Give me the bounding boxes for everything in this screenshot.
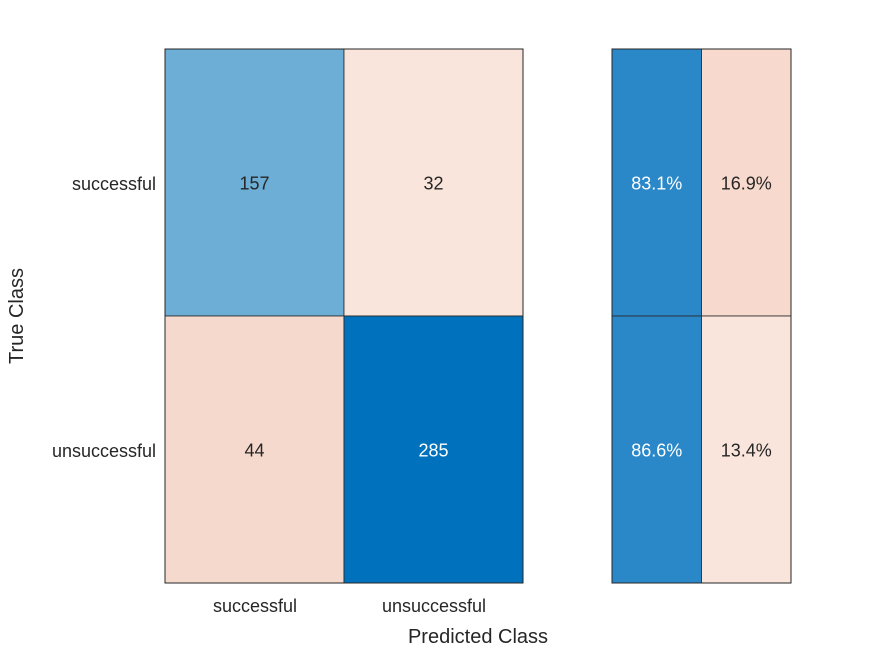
y-tick-label-successful: successful	[72, 174, 156, 194]
x-tick-label-unsuccessful: unsuccessful	[382, 596, 486, 616]
cell-successful-as-unsuccessful	[343, 48, 524, 317]
cell-successful-as-successful	[164, 48, 345, 317]
cell-value-successful-as-successful: 157	[239, 174, 269, 194]
cell-unsuccessful-as-unsuccessful	[343, 315, 524, 584]
row-summary-cells	[611, 48, 792, 584]
x-tick-label-successful: successful	[213, 596, 297, 616]
confusion-matrix-cells	[164, 48, 524, 584]
summary-cell-successful-correct	[611, 48, 702, 317]
y-tick-label-unsuccessful: unsuccessful	[52, 441, 156, 461]
row-summary-values: 83.1% 16.9% 86.6% 13.4%	[631, 174, 772, 461]
matrix-border	[164, 48, 524, 584]
cell-value-unsuccessful-as-unsuccessful: 285	[418, 441, 448, 461]
summary-border	[611, 48, 792, 584]
x-axis-label: Predicted Class	[408, 626, 548, 648]
summary-value-unsuccessful-incorrect: 13.4%	[721, 441, 772, 461]
cell-value-successful-as-unsuccessful: 32	[423, 174, 443, 194]
summary-cell-unsuccessful-correct	[611, 315, 702, 584]
summary-value-successful-correct: 83.1%	[631, 174, 682, 194]
cell-unsuccessful-as-successful	[164, 315, 345, 584]
cell-value-unsuccessful-as-successful: 44	[244, 441, 264, 461]
y-axis-label: True Class	[6, 268, 28, 364]
summary-cell-unsuccessful-incorrect	[701, 315, 792, 584]
summary-value-successful-incorrect: 16.9%	[721, 174, 772, 194]
summary-cell-successful-incorrect	[701, 48, 792, 317]
confusion-matrix-values: 157 32 44 285	[239, 174, 448, 461]
summary-value-unsuccessful-correct: 86.6%	[631, 441, 682, 461]
